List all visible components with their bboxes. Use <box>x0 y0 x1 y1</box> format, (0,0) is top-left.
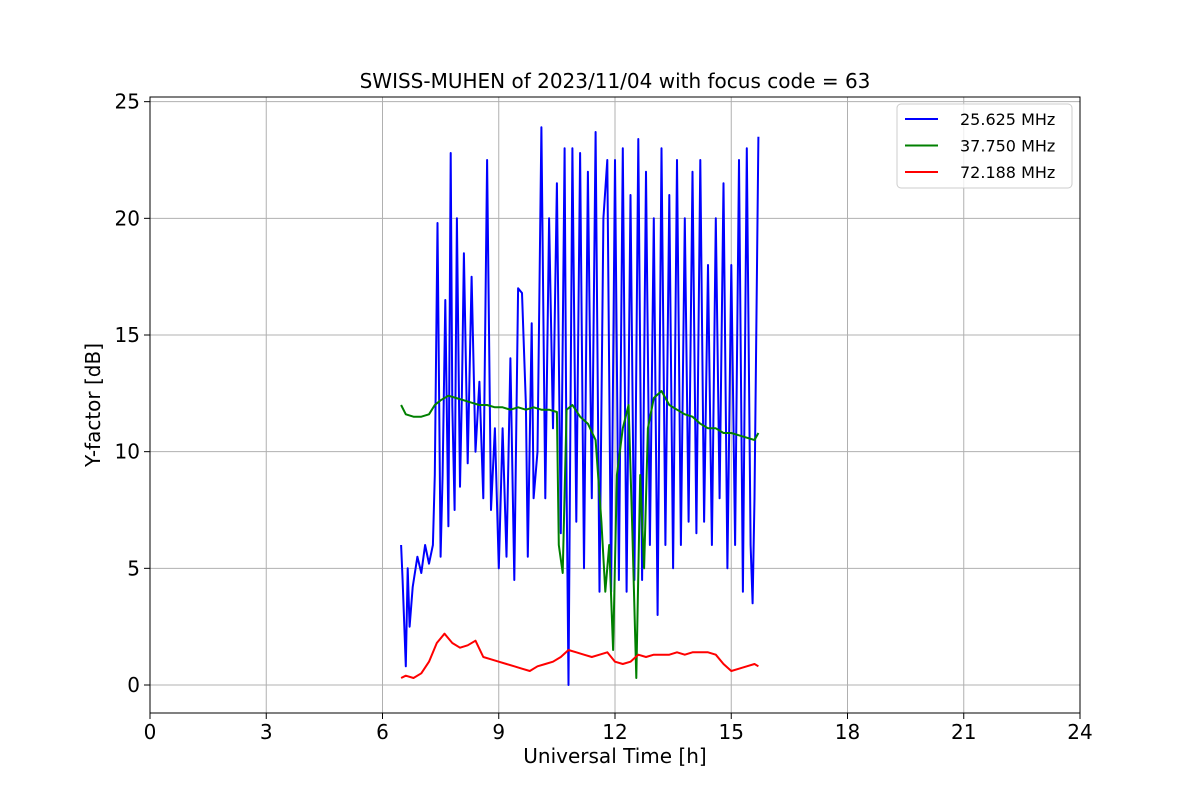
y-tick-label: 25 <box>115 90 140 114</box>
y-tick-label: 10 <box>115 440 140 464</box>
x-tick-label: 6 <box>376 720 389 744</box>
x-tick-label: 18 <box>835 720 860 744</box>
series-lines <box>400 126 760 686</box>
legend-entry-label: 37.750 MHz <box>960 137 1055 156</box>
y-axis-label: Y-factor [dB] <box>81 343 105 468</box>
x-tick-label: 15 <box>719 720 744 744</box>
legend-entry-label: 25.625 MHz <box>960 110 1055 129</box>
x-axis-label: Universal Time [h] <box>523 744 706 768</box>
series-line-3 <box>400 632 759 679</box>
x-tick-label: 12 <box>602 720 627 744</box>
legend-box <box>896 103 1073 189</box>
y-tick-label: 0 <box>127 673 140 697</box>
y-tick-label: 20 <box>115 206 140 230</box>
y-tick-label: 5 <box>127 556 140 580</box>
series-line-1 <box>400 126 760 686</box>
y-tick-label: 15 <box>115 323 140 347</box>
x-tick-label: 9 <box>492 720 505 744</box>
legend: 25.625 MHz 37.750 MHz 72.188 MHz <box>896 103 1073 189</box>
x-tick-label: 3 <box>260 720 273 744</box>
axis-ticks: 0 3 6 9 12 15 18 21 24 0 5 10 15 20 25 <box>115 90 1093 744</box>
x-tick-label: 0 <box>144 720 157 744</box>
x-tick-label: 24 <box>1067 720 1092 744</box>
legend-entry-label: 72.188 MHz <box>960 163 1055 182</box>
series-line-2 <box>400 390 760 679</box>
chart-title: SWISS-MUHEN of 2023/11/04 with focus cod… <box>360 69 871 93</box>
x-tick-label: 21 <box>951 720 976 744</box>
